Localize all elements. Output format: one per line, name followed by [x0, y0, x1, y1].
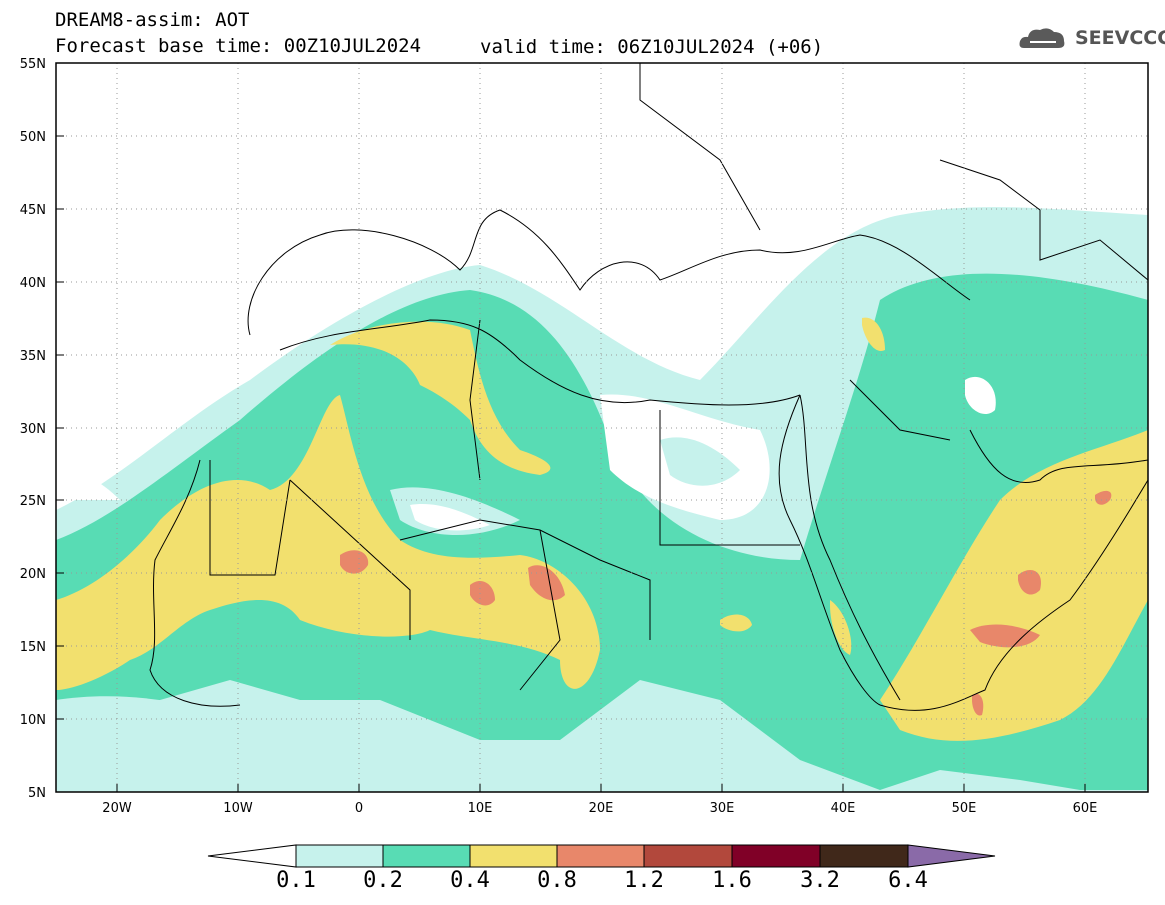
lat-label: 25N [20, 494, 46, 509]
lat-label: 55N [20, 57, 46, 72]
lon-label: 20E [589, 801, 614, 816]
aot-band-0.4 [56, 395, 600, 690]
lat-label: 5N [28, 786, 46, 801]
logo-text: SEEVCCC [1075, 27, 1165, 49]
colorbar-swatch [819, 844, 909, 868]
colorbar-label: 0.4 [450, 868, 490, 893]
lat-label: 10N [20, 713, 46, 728]
lon-label: 60E [1073, 801, 1098, 816]
aot-band-0.4 [830, 600, 852, 655]
aot-band-0.8 [970, 624, 1040, 648]
aot-band-0.4 [720, 614, 752, 632]
colorbar-low-arrow [207, 844, 297, 868]
lat-label: 40N [20, 276, 46, 291]
aot-band-0.8 [972, 693, 984, 716]
lon-label: 20W [102, 801, 132, 816]
colorbar-label: 0.1 [276, 868, 316, 893]
lat-label: 15N [20, 640, 46, 655]
coastlines [149, 63, 1148, 711]
axis-ticks [56, 62, 1086, 793]
colorbar-label: 0.8 [537, 868, 577, 893]
aot-band-0.2 [56, 273, 1148, 790]
aot-band-0.4 [862, 317, 885, 351]
lat-label: 45N [20, 203, 46, 218]
aot-band-0.8 [1018, 570, 1041, 595]
lon-label: 0 [355, 801, 363, 816]
valid-time: valid time: 06Z10JUL2024 (+06) [480, 36, 824, 58]
colorbar-swatch [643, 844, 733, 868]
lat-label: 35N [20, 349, 46, 364]
colorbar-swatch [295, 844, 384, 868]
aot-band-0.8 [1095, 490, 1112, 505]
low-aot-patch [965, 376, 996, 415]
lon-label: 10W [223, 801, 253, 816]
colorbar-label: 3.2 [800, 868, 840, 893]
colorbar-swatch [731, 844, 821, 868]
forecast-base-time: Forecast base time: 00Z10JUL2024 [55, 35, 422, 57]
colorbar-label: 0.2 [363, 868, 403, 893]
lon-label: 30E [710, 801, 735, 816]
aot-band-0.8 [340, 550, 369, 574]
colorbar [207, 844, 996, 868]
lon-label: 50E [952, 801, 977, 816]
graticule [56, 63, 1148, 792]
lat-label: 50N [20, 130, 46, 145]
colorbar-label: 6.4 [888, 868, 928, 893]
aot-fields [56, 207, 1148, 792]
colorbar-swatch [556, 844, 645, 868]
low-aot-patch [660, 437, 740, 486]
colorbar-swatch [382, 844, 471, 868]
lon-label: 40E [831, 801, 856, 816]
lat-label: 20N [20, 567, 46, 582]
low-aot-patch [56, 470, 120, 500]
colorbar-high-arrow [907, 844, 996, 868]
lat-labels: 55N 50N 45N 40N 35N 30N 25N 20N 15N 10N … [20, 57, 46, 801]
lon-label: 10E [468, 801, 493, 816]
lat-label: 30N [20, 422, 46, 437]
lon-labels: 20W 10W 0 10E 20E 30E 40E 50E 60E [102, 801, 1097, 816]
cloud-icon [1019, 28, 1065, 48]
low-aot-patch [410, 504, 490, 531]
aot-band-0.4 [880, 430, 1148, 741]
low-aot-patch [56, 696, 260, 756]
colorbar-label: 1.6 [712, 868, 752, 893]
model-title: DREAM8-assim: AOT [55, 9, 250, 31]
aot-band-0.8 [470, 580, 495, 606]
aot-band-0.8 [528, 565, 565, 601]
aot-band-0.4 [330, 321, 551, 475]
colorbar-label: 1.2 [624, 868, 664, 893]
colorbar-swatch [469, 844, 558, 868]
